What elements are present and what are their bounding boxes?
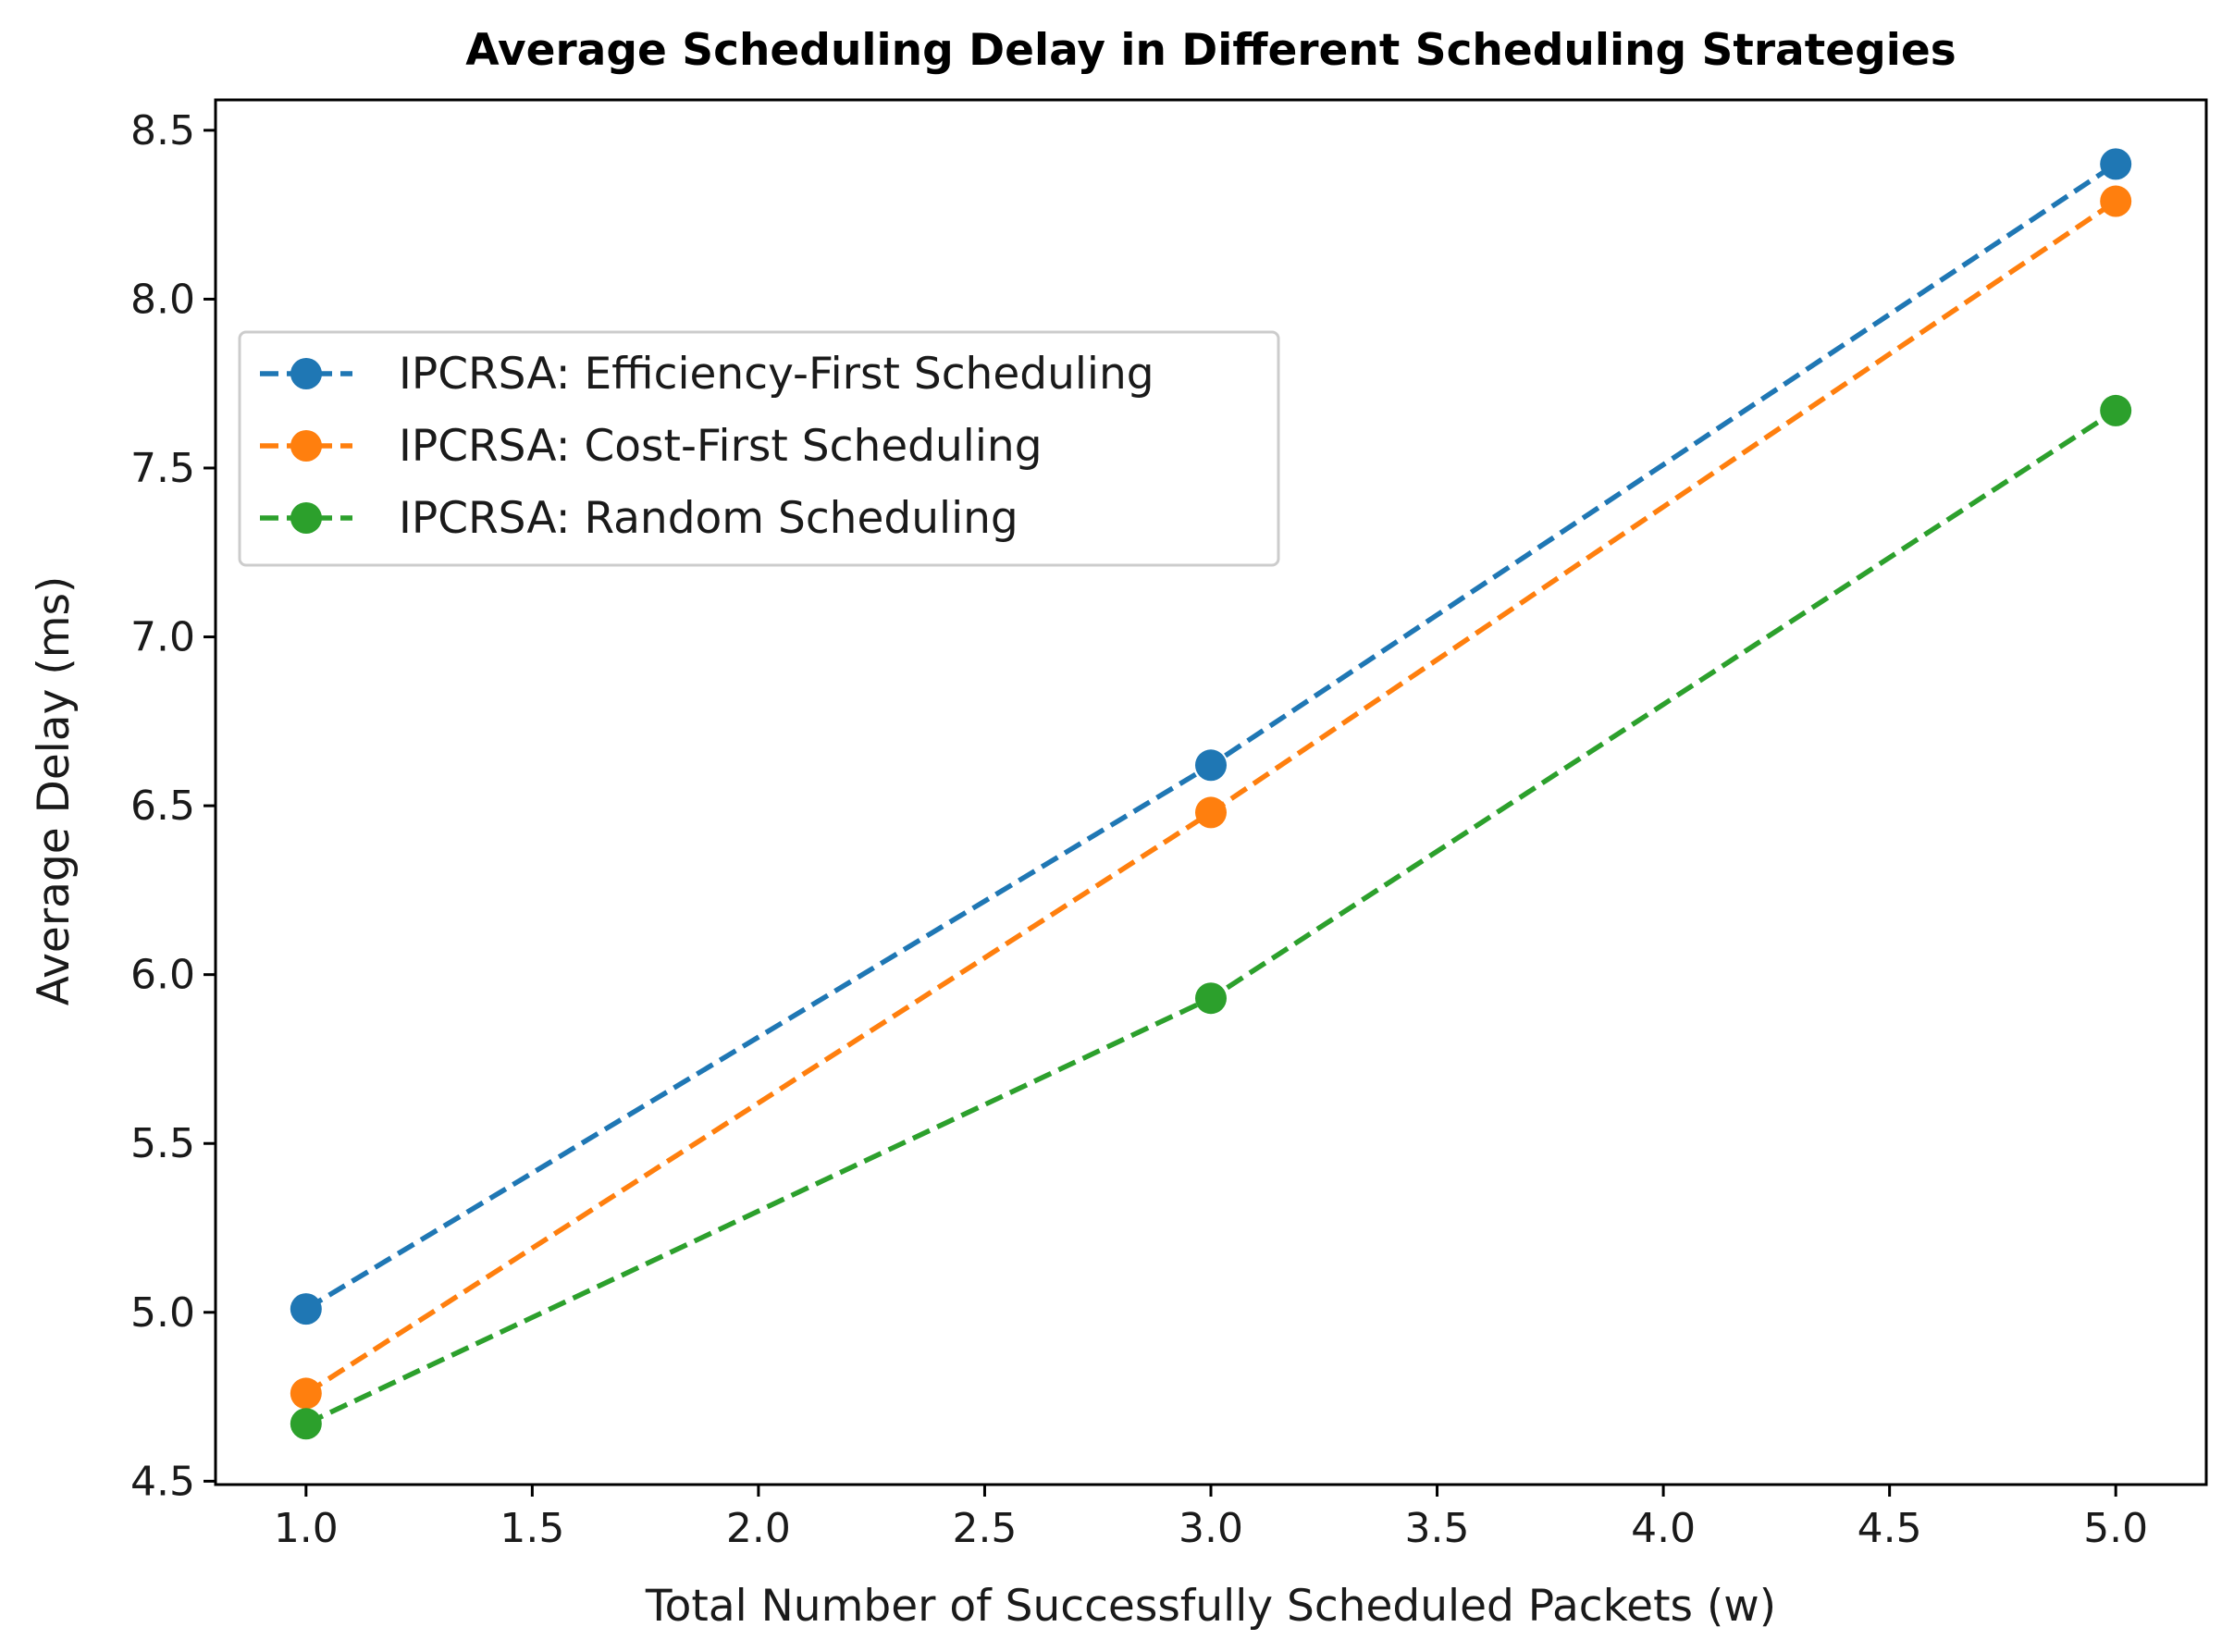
legend-label: IPCRSA: Random Scheduling [399, 493, 1018, 544]
y-tick-label: 7.0 [130, 614, 195, 661]
y-tick-label: 4.5 [130, 1458, 195, 1505]
x-tick-label: 3.5 [1405, 1505, 1470, 1552]
data-point [290, 1377, 322, 1410]
legend-marker [290, 502, 322, 534]
y-axis-label: Average Delay (ms) [29, 576, 80, 1006]
x-tick-label: 2.0 [726, 1505, 791, 1552]
data-point [2100, 185, 2132, 217]
data-point [290, 1293, 322, 1325]
x-tick-label: 3.0 [1179, 1505, 1243, 1552]
y-tick-label: 5.5 [130, 1120, 195, 1167]
y-tick-label: 6.5 [130, 783, 195, 830]
y-tick-label: 8.0 [130, 276, 195, 323]
legend: IPCRSA: Efficiency-First Scheduling IPCRS… [238, 330, 1280, 567]
legend-marker [290, 358, 322, 389]
x-axis-ticks: 1.0 1.5 2.0 2.5 3.0 3.5 4.0 4.5 5.0 [274, 1485, 2148, 1552]
legend-label: IPCRSA: Cost-First Scheduling [399, 421, 1043, 472]
y-tick-label: 5.0 [130, 1289, 195, 1337]
y-tick-label: 6.0 [130, 952, 195, 999]
chart-title: Average Scheduling Delay in Different Sc… [465, 25, 1956, 76]
data-point [2100, 394, 2132, 426]
plot-area-frame [214, 98, 2208, 1486]
legend-marker [290, 430, 322, 462]
data-point [1195, 982, 1227, 1015]
data-point [2100, 148, 2132, 180]
x-tick-label: 2.5 [952, 1505, 1017, 1552]
legend-box [238, 330, 1280, 567]
data-point [290, 1408, 322, 1440]
x-tick-label: 1.0 [274, 1505, 339, 1552]
x-tick-label: 4.5 [1858, 1505, 1922, 1552]
y-tick-label: 7.5 [130, 445, 195, 492]
x-tick-label: 5.0 [2083, 1505, 2148, 1552]
data-point [1195, 796, 1227, 829]
y-axis-ticks: 4.5 5.0 5.5 6.0 6.5 7.0 7.5 8.0 8.5 [130, 107, 216, 1505]
series-layer [290, 148, 2132, 1440]
x-tick-label: 1.5 [500, 1505, 564, 1552]
y-tick-label: 8.5 [130, 107, 195, 154]
x-axis-label: Total Number of Successfully Scheduled P… [645, 1581, 1776, 1632]
data-point [1195, 749, 1227, 782]
x-tick-label: 4.0 [1631, 1505, 1696, 1552]
legend-label: IPCRSA: Efficiency-First Scheduling [399, 349, 1154, 400]
